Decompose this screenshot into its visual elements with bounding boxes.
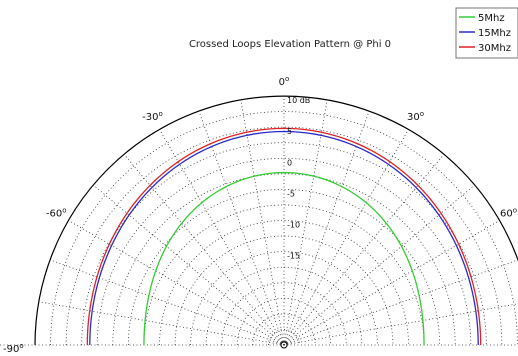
grid-ring: [174, 235, 394, 346]
grid-ring: [143, 204, 425, 346]
angle-tick-label: 0o: [279, 75, 290, 88]
axis-labels: -90o -60o -30o 0o 30o 60o 10 dB 5 0 -5 -10 -15: [3, 75, 517, 355]
radial-tick-label: 0: [287, 158, 292, 167]
radial-tick-label: 10 dB: [287, 96, 310, 105]
angle-tick-label: -90o: [3, 342, 24, 355]
grid-ring: [205, 266, 363, 346]
center-marker: [280, 341, 288, 349]
series-line-5mhz: [143, 171, 425, 346]
polar-grid: [0, 95, 518, 349]
series-line-15mhz: [89, 130, 479, 346]
grid-spoke: [38, 301, 285, 346]
series-line-30mhz: [86, 127, 482, 346]
radial-tick-label: -5: [287, 189, 295, 198]
radial-tick-label: 5: [287, 127, 292, 136]
grid-spoke: [283, 259, 518, 346]
grid-ring: [190, 251, 378, 346]
grid-spoke: [283, 99, 328, 346]
grid-spoke: [283, 220, 500, 346]
grid-ring: [221, 282, 347, 346]
grid-spoke: [240, 99, 285, 346]
legend-label: 15Mhz: [478, 28, 511, 39]
angle-tick-label: -60o: [46, 207, 67, 220]
grid-spoke: [159, 129, 285, 346]
outer-boundary: [34, 95, 518, 346]
grid-ring: [112, 173, 456, 346]
legend-label: 30Mhz: [478, 43, 511, 54]
angle-tick-label: 30o: [407, 110, 424, 123]
radial-tick-label: -15: [287, 252, 300, 261]
grid-spoke: [49, 259, 285, 346]
angle-tick-label: 60o: [500, 207, 517, 220]
grid-spoke: [283, 129, 409, 346]
grid-ring: [65, 126, 503, 346]
angle-tick-label: -30o: [142, 110, 163, 123]
grid-spoke: [283, 184, 476, 346]
grid-ring: [252, 313, 316, 346]
grid-spoke: [283, 153, 445, 346]
pattern-curves: [86, 127, 482, 346]
grid-spoke: [198, 110, 285, 346]
grid-spoke: [68, 220, 285, 346]
legend-label: 5Mhz: [478, 13, 505, 24]
radial-tick-label: -10: [287, 221, 300, 230]
legend: 5Mhz 15Mhz 30Mhz: [455, 7, 518, 59]
grid-spoke: [92, 184, 285, 346]
chart-title: Crossed Loops Elevation Pattern @ Phi 0: [189, 39, 391, 50]
grid-spoke: [283, 303, 518, 346]
grid-ring: [268, 329, 300, 346]
